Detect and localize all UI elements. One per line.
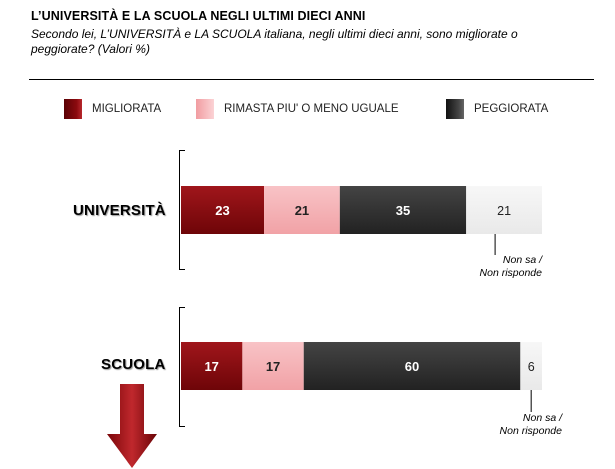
bar-universita-rimasta <box>264 186 340 234</box>
bar-universita-nonsa <box>466 186 542 234</box>
bar-scuola-migliorata <box>181 342 243 390</box>
data-label-scuola-rimasta: 17 <box>266 359 280 374</box>
chart-subtitle: Secondo lei, L’UNIVERSITÀ e LA SCUOLA it… <box>31 27 518 56</box>
legend-label-migliorata: MIGLIORATA <box>92 103 162 115</box>
chart-title: L’UNIVERSITÀ E LA SCUOLA NEGLI ULTIMI DI… <box>31 9 366 23</box>
data-label-scuola-peggiorata: 60 <box>405 359 419 374</box>
down-arrow-icon <box>107 384 157 468</box>
non-sa-note-universita-line1: Non sa / <box>502 254 542 266</box>
data-label-scuola-nonsa: 6 <box>528 360 535 374</box>
title-divider <box>29 79 594 80</box>
non-sa-note-universita-line2: Non risponde <box>479 267 542 279</box>
data-label-scuola-migliorata: 17 <box>204 359 218 374</box>
non-sa-note-scuola: Non sa / Non risponde <box>480 412 562 438</box>
data-label-universita-migliorata: 23 <box>215 203 229 218</box>
legend-swatch-migliorata <box>64 99 82 119</box>
legend-swatch-peggiorata <box>446 99 464 119</box>
non-sa-note-scuola-line2: Non risponde <box>499 425 562 437</box>
bar-scuola-rimasta <box>242 342 304 390</box>
data-label-universita-rimasta: 21 <box>295 203 309 218</box>
legend-label-peggiorata: PEGGIORATA <box>474 103 549 115</box>
bar-universita-peggiorata <box>339 186 467 234</box>
row-label-scuola: SCUOLA <box>101 356 166 373</box>
non-sa-note-universita: Non sa / Non risponde <box>460 254 542 280</box>
bracket-universita <box>179 150 185 270</box>
bracket-scuola <box>179 307 185 427</box>
data-label-universita-peggiorata: 35 <box>396 203 410 218</box>
legend-label-rimasta: RIMASTA PIU' O MENO UGUALE <box>224 103 399 115</box>
legend-swatch-rimasta <box>196 99 214 119</box>
data-label-universita-nonsa: 21 <box>497 204 511 218</box>
row-label-universita: UNIVERSITÀ <box>73 202 166 219</box>
bar-scuola-nonsa <box>520 342 542 390</box>
bar-scuola-peggiorata <box>303 342 521 390</box>
non-sa-note-scuola-line1: Non sa / <box>522 412 562 424</box>
bar-universita-migliorata <box>181 186 265 234</box>
